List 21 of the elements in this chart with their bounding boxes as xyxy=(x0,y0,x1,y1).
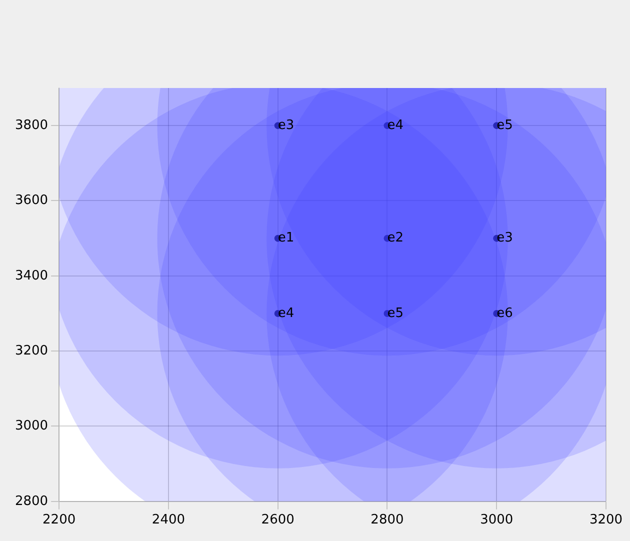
x-tick-label: 2600 xyxy=(261,512,294,528)
annotation: e4 xyxy=(278,306,294,321)
y-tick-label: 3800 xyxy=(14,118,48,133)
annotation: e3 xyxy=(278,118,294,133)
x-tick-label: 2400 xyxy=(152,512,186,528)
x-tick-label: 2800 xyxy=(370,512,404,528)
annotation: e4 xyxy=(387,118,404,133)
y-tick-label: 3200 xyxy=(14,343,48,358)
annotation: e3 xyxy=(496,230,513,246)
annotation: e1 xyxy=(278,230,294,246)
annotation: e2 xyxy=(387,230,404,246)
x-tick-label: 3000 xyxy=(480,512,514,528)
y-tick-label: 3600 xyxy=(14,193,48,208)
x-tick-label: 2200 xyxy=(42,512,76,528)
y-tick-label: 3000 xyxy=(14,418,48,434)
annotation: e5 xyxy=(496,118,513,133)
annotation: e6 xyxy=(496,306,513,321)
x-tick-label: 3200 xyxy=(589,512,623,528)
y-tick-label: 2800 xyxy=(14,494,48,509)
y-tick-label: 3400 xyxy=(14,268,48,284)
annotation: e5 xyxy=(387,306,404,321)
